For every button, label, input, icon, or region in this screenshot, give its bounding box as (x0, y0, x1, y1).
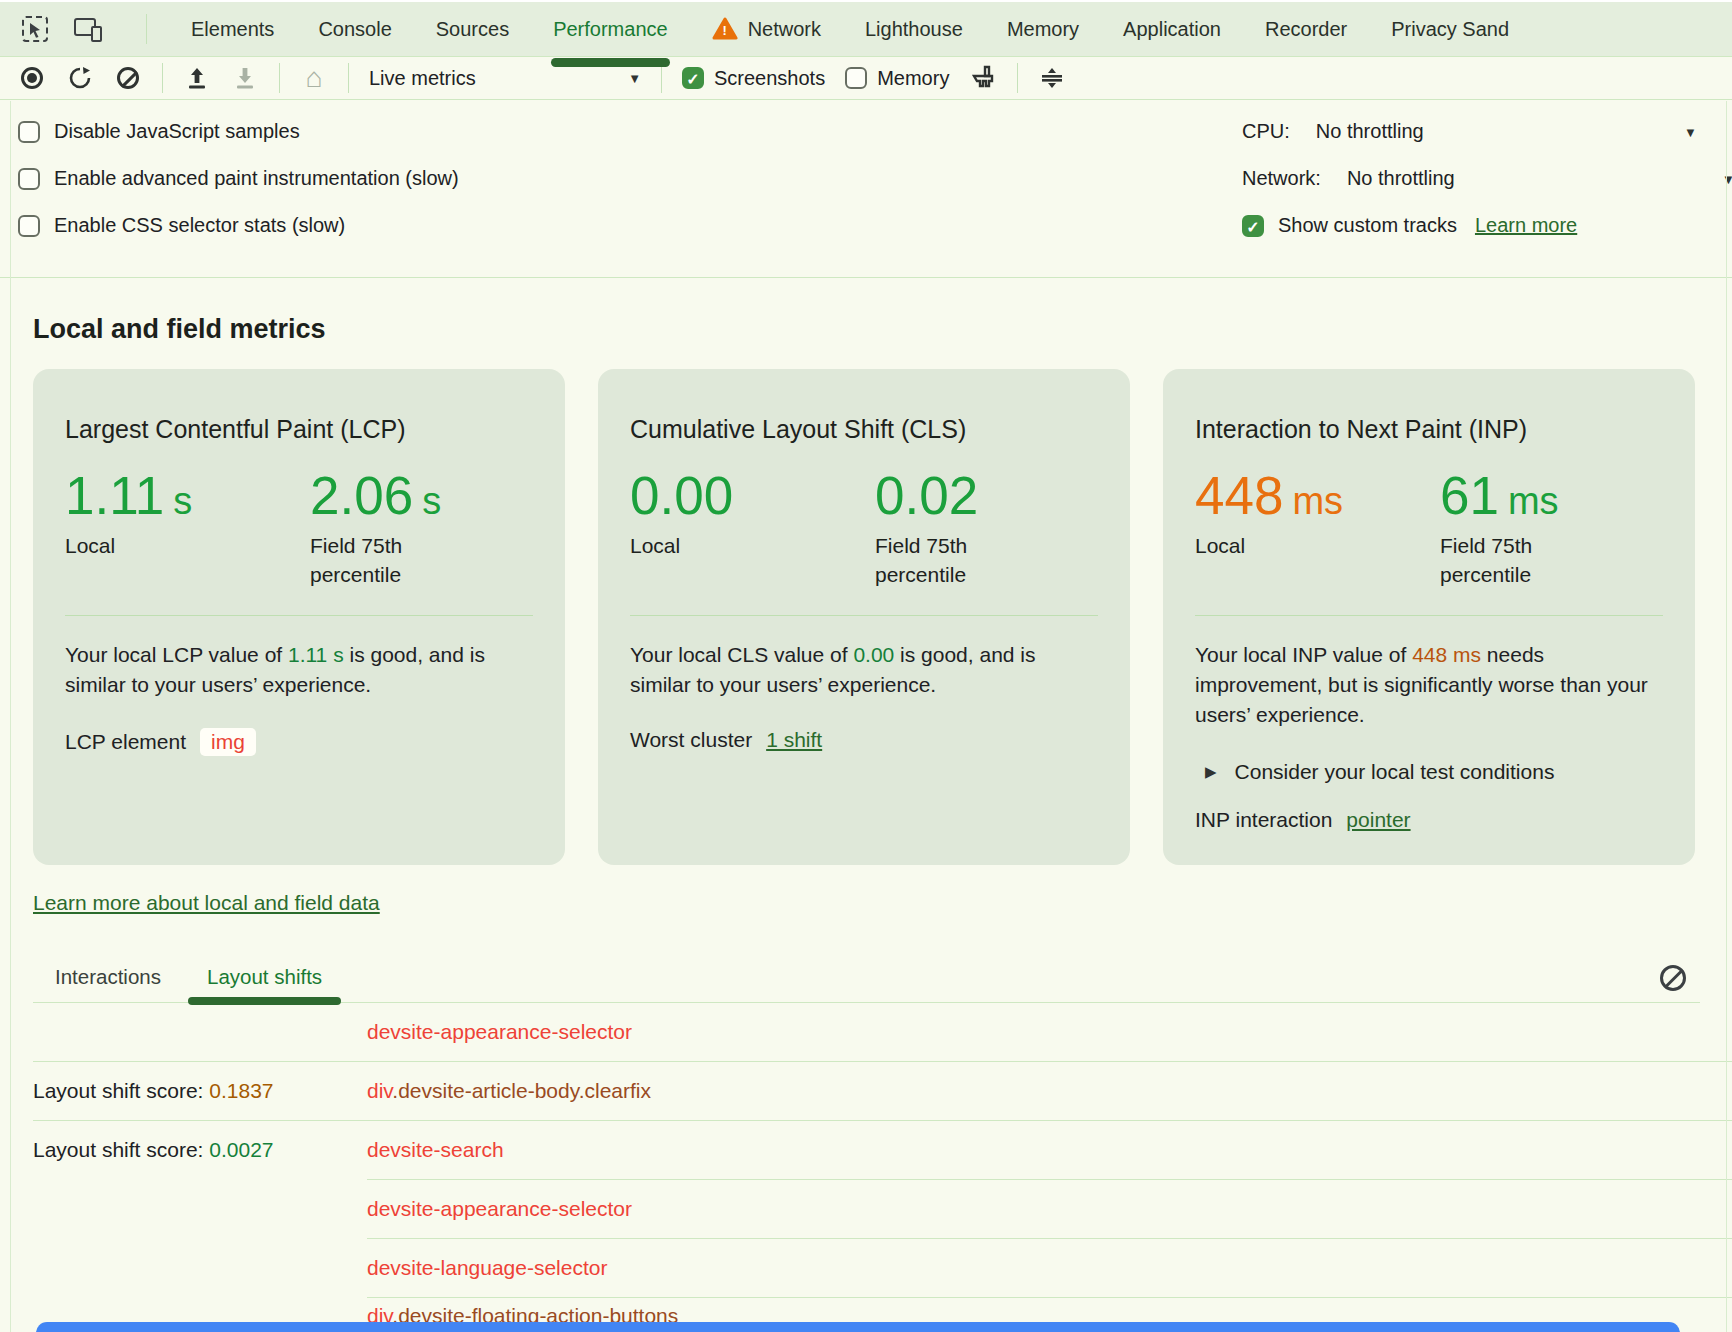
upload-icon[interactable] (183, 64, 211, 92)
tab-layout-shifts[interactable]: Layout shifts (207, 965, 322, 1002)
tab-console[interactable]: Console (318, 1, 391, 58)
performance-settings: Disable JavaScript samples Enable advanc… (0, 100, 1732, 278)
learn-more-link[interactable]: Learn more (1475, 214, 1577, 237)
cpu-throttling-value: No throttling (1316, 120, 1424, 143)
checkbox-unchecked-icon (18, 121, 40, 143)
layout-shift-row[interactable]: devsite-language-selector (33, 1239, 1732, 1297)
tab-application[interactable]: Application (1123, 1, 1221, 58)
cls-description: Your local CLS value of 0.00 is good, an… (630, 640, 1098, 700)
tab-memory[interactable]: Memory (1007, 1, 1079, 58)
pane-right-border (1726, 101, 1727, 1332)
inp-interaction-link[interactable]: pointer (1346, 808, 1410, 832)
garbage-collect-brush-icon[interactable] (969, 64, 997, 92)
divider (348, 63, 349, 93)
performance-toolbar: ⌂ Live metrics ▼ Screenshots Memory (0, 57, 1732, 100)
reload-record-icon[interactable] (66, 64, 94, 92)
layout-shift-row[interactable]: devsite-appearance-selector (33, 1180, 1732, 1238)
learn-more-local-field-link[interactable]: Learn more about local and field data (33, 891, 380, 914)
record-icon[interactable] (18, 64, 46, 92)
download-icon[interactable] (231, 64, 259, 92)
inp-local-value: 448 (1195, 468, 1283, 524)
local-test-conditions-disclosure[interactable]: ▶ Consider your local test conditions (1195, 760, 1663, 784)
checkbox-checked-icon (1242, 215, 1264, 237)
warning-icon: ! (712, 17, 738, 41)
node-link[interactable]: devsite-appearance-selector (367, 1020, 632, 1044)
divider (146, 14, 147, 44)
tab-recorder[interactable]: Recorder (1265, 1, 1347, 58)
cls-card: Cumulative Layout Shift (CLS) 0.00 Local… (598, 369, 1130, 865)
layout-shift-row[interactable]: devsite-appearance-selector (33, 1003, 1732, 1061)
lcp-description: Your local LCP value of 1.11 s is good, … (65, 640, 533, 700)
page-title: Local and field metrics (33, 314, 1732, 345)
checkbox-unchecked-icon (18, 168, 40, 190)
node-link[interactable]: devsite-search (367, 1138, 504, 1162)
collapse-icon[interactable] (1038, 64, 1066, 92)
log-tabbar: Interactions Layout shifts (33, 965, 1700, 1002)
tab-elements[interactable]: Elements (191, 1, 274, 58)
card-title: Largest Contentful Paint (LCP) (65, 415, 533, 444)
inp-description: Your local INP value of 448 ms needs imp… (1195, 640, 1663, 729)
tab-lighthouse[interactable]: Lighthouse (865, 1, 963, 58)
layout-shift-row[interactable]: Layout shift score: 0.0027 devsite-searc… (33, 1121, 1732, 1179)
shift-score-value: 0.0027 (209, 1138, 273, 1161)
selected-row-indicator[interactable] (36, 1322, 1680, 1332)
layout-shift-row[interactable]: Layout shift score: 0.1837 div.devsite-a… (33, 1062, 1732, 1120)
card-title: Interaction to Next Paint (INP) (1195, 415, 1663, 444)
tab-sources[interactable]: Sources (436, 1, 509, 58)
shift-score-value: 0.1837 (209, 1079, 273, 1102)
checkbox-unchecked-icon (18, 215, 40, 237)
node-link[interactable]: devsite-appearance-selector (367, 1197, 632, 1221)
lcp-local-value: 1.11 (65, 468, 164, 524)
lcp-element-chip[interactable]: img (200, 728, 256, 756)
memory-checkbox[interactable]: Memory (845, 67, 949, 90)
inp-field-value: 61 (1440, 468, 1499, 524)
divider (1017, 63, 1018, 93)
chevron-down-icon: ▼ (628, 71, 641, 86)
divider (162, 63, 163, 93)
layout-shift-log: devsite-appearance-selector Layout shift… (33, 1003, 1732, 1332)
inp-card: Interaction to Next Paint (INP) 448ms Lo… (1163, 369, 1695, 865)
tab-performance[interactable]: Performance (553, 1, 668, 58)
divider (279, 63, 280, 93)
chevron-down-icon: ▼ (1684, 125, 1697, 140)
checkbox-checked-icon (682, 67, 704, 89)
chevron-down-icon: ▼ (1722, 172, 1732, 187)
cpu-throttling-select[interactable]: CPU: No throttling ▼ (1242, 116, 1732, 147)
card-title: Cumulative Layout Shift (CLS) (630, 415, 1098, 444)
live-metrics-view: Local and field metrics Largest Contentf… (0, 278, 1732, 1332)
cls-field-value: 0.02 (875, 468, 978, 524)
divider (661, 63, 662, 93)
home-icon[interactable]: ⌂ (300, 64, 328, 92)
pane-left-border (10, 101, 11, 1332)
devtools-tabbar: Elements Console Sources Performance ! N… (0, 0, 1732, 57)
lcp-field-value: 2.06 (310, 468, 413, 524)
checkbox-unchecked-icon (845, 67, 867, 89)
cls-local-value: 0.00 (630, 468, 733, 524)
tab-privacy-sandbox[interactable]: Privacy Sand (1391, 1, 1509, 58)
network-throttling-value: No throttling (1347, 167, 1455, 190)
disclosure-triangle-icon: ▶ (1205, 763, 1217, 781)
tab-network[interactable]: ! Network (712, 1, 821, 58)
lcp-card: Largest Contentful Paint (LCP) 1.11s Loc… (33, 369, 565, 865)
tab-interactions[interactable]: Interactions (55, 965, 161, 1002)
live-metrics-label: Live metrics (369, 67, 476, 90)
show-custom-tracks-checkbox[interactable]: Show custom tracks Learn more (1242, 210, 1732, 241)
clear-icon[interactable] (114, 64, 142, 92)
clear-log-icon[interactable] (1660, 965, 1686, 991)
device-toolbar-icon[interactable] (74, 16, 102, 42)
history-dropdown[interactable]: Live metrics ▼ (369, 67, 641, 90)
node-link[interactable]: devsite-language-selector (367, 1256, 607, 1280)
screenshots-checkbox[interactable]: Screenshots (682, 67, 825, 90)
network-throttling-select[interactable]: Network: No throttling ▼ (1242, 163, 1732, 194)
node-link[interactable]: div.devsite-article-body.clearfix (367, 1079, 651, 1103)
metric-cards: Largest Contentful Paint (LCP) 1.11s Loc… (33, 369, 1732, 865)
worst-cluster-link[interactable]: 1 shift (766, 728, 822, 752)
inspect-icon[interactable] (22, 16, 48, 42)
